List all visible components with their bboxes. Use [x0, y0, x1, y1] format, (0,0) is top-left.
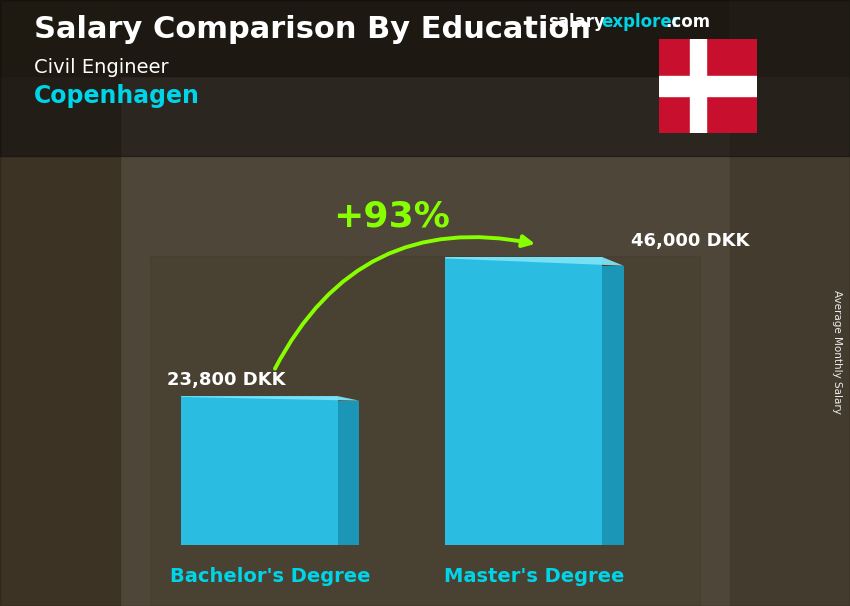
Polygon shape: [445, 257, 624, 265]
Polygon shape: [181, 396, 360, 401]
Text: Average Monthly Salary: Average Monthly Salary: [832, 290, 842, 413]
Text: Bachelor's Degree: Bachelor's Degree: [170, 567, 371, 587]
Bar: [445, 257, 602, 545]
Bar: [690, 39, 706, 133]
Bar: [659, 76, 756, 96]
Text: Copenhagen: Copenhagen: [34, 84, 200, 108]
Text: 46,000 DKK: 46,000 DKK: [631, 231, 749, 250]
Text: explorer: explorer: [601, 13, 680, 32]
Text: Salary Comparison By Education: Salary Comparison By Education: [34, 15, 591, 44]
Bar: [150, 256, 700, 606]
Text: Master's Degree: Master's Degree: [444, 567, 625, 587]
Text: +93%: +93%: [333, 199, 450, 233]
Bar: [730, 0, 850, 606]
Bar: [181, 396, 338, 545]
Bar: [602, 265, 624, 545]
Bar: [0, 0, 120, 606]
Text: .com: .com: [666, 13, 711, 32]
Text: salary: salary: [548, 13, 605, 32]
Bar: [0, 0, 850, 156]
Bar: [0, 0, 850, 76]
Text: 23,800 DKK: 23,800 DKK: [167, 371, 285, 388]
Bar: [338, 401, 360, 545]
Text: Civil Engineer: Civil Engineer: [34, 58, 168, 76]
